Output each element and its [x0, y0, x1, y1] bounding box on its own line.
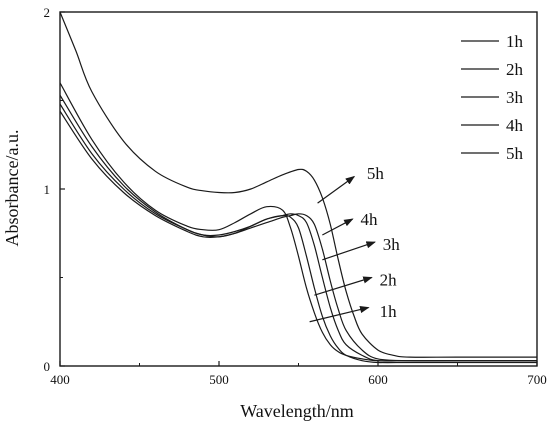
legend: 1h 2h 3h 4h 5h: [461, 32, 524, 163]
annotation-label-3h: 3h: [383, 235, 401, 254]
series-line-4h: [60, 82, 537, 362]
legend-label-1h: 1h: [506, 32, 524, 51]
x-axis-label: Wavelength/nm: [240, 401, 354, 421]
series-line-3h: [60, 94, 537, 362]
legend-label-2h: 2h: [506, 60, 524, 79]
annotation-arrow-1h: [309, 306, 370, 323]
axis-ticks: 400 500 600 700 0 1 2: [44, 5, 547, 387]
x-tick-label: 700: [527, 372, 547, 387]
annotation-arrow-3h: [322, 241, 376, 261]
legend-label-5h: 5h: [506, 144, 524, 163]
y-tick-label: 2: [44, 5, 51, 20]
x-tick-label: 500: [209, 372, 229, 387]
plot-frame: [59, 11, 538, 367]
series-line-2h: [60, 103, 537, 362]
x-tick-label: 400: [50, 372, 70, 387]
series-lines: [60, 12, 537, 364]
annotation-label-1h: 1h: [380, 302, 398, 321]
y-tick-label: 0: [44, 359, 51, 374]
series-line-5h: [60, 12, 537, 358]
legend-label-4h: 4h: [506, 116, 524, 135]
annotation-arrow-4h: [322, 218, 354, 236]
annotation-label-5h: 5h: [367, 164, 385, 183]
annotation-arrow-2h: [314, 276, 373, 296]
annotation-arrow-5h: [317, 175, 356, 204]
series-line-1h: [60, 110, 537, 364]
annotation-label-4h: 4h: [361, 210, 379, 229]
y-axis-label: Absorbance/a.u.: [2, 130, 22, 247]
x-tick-label: 600: [368, 372, 388, 387]
annotation-label-2h: 2h: [380, 270, 398, 289]
legend-label-3h: 3h: [506, 88, 524, 107]
plot-border: [59, 11, 538, 367]
y-tick-label: 1: [44, 182, 51, 197]
